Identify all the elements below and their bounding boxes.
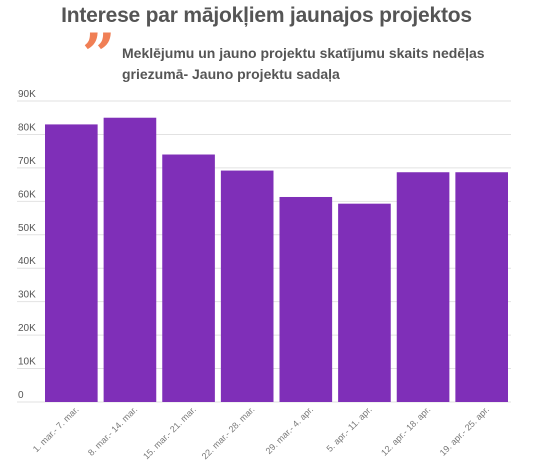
y-tick-label: 30K <box>18 290 36 301</box>
bar[interactable] <box>455 172 508 402</box>
y-tick-label: 50K <box>18 223 36 234</box>
y-tick-label: 0 <box>18 390 24 401</box>
bar[interactable] <box>396 172 450 402</box>
y-tick-label: 60K <box>18 189 36 200</box>
y-tick-label: 70K <box>18 156 36 167</box>
bar[interactable] <box>220 170 274 402</box>
bar[interactable] <box>338 203 391 402</box>
x-tick-label: 19. apr.- 25. apr. <box>438 404 491 457</box>
x-tick-label: 15. mar.- 21. mar. <box>141 404 198 461</box>
x-tick-label: 5. apr.- 11. apr. <box>324 404 373 453</box>
bar[interactable] <box>45 124 98 403</box>
y-tick-label: 90K <box>18 89 36 100</box>
bar[interactable] <box>162 154 215 402</box>
bars <box>45 117 508 403</box>
x-tick-label: 1. mar.- 7. mar. <box>31 404 81 454</box>
x-tick-label: 29. mar.- 4. apr. <box>264 404 316 456</box>
chart-title: Interese par mājokļiem jaunajos projekto… <box>61 4 472 27</box>
x-tick-label: 12. apr.- 18. apr. <box>379 404 432 457</box>
quote-icon: ” <box>82 21 116 89</box>
chart-subtitle: Meklējumu un jauno projektu skatījumu sk… <box>122 45 485 82</box>
bar[interactable] <box>103 117 157 402</box>
y-axis-ticks: 0 10K 20K 30K 40K 50K 60K 70K 80K 90K <box>18 89 36 401</box>
bar[interactable] <box>279 196 333 402</box>
x-tick-label: 8. mar.- 14. mar. <box>86 404 139 457</box>
x-tick-label: 22. mar.- 28. mar. <box>200 404 257 461</box>
y-tick-label: 20K <box>18 323 36 334</box>
y-tick-label: 10K <box>18 357 36 368</box>
y-tick-label: 40K <box>18 256 36 267</box>
y-tick-label: 80K <box>18 122 36 133</box>
x-axis-labels: 1. mar.- 7. mar. 8. mar.- 14. mar. 15. mar… <box>31 404 491 461</box>
